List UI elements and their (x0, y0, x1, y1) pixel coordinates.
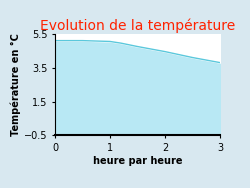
X-axis label: heure par heure: heure par heure (93, 156, 182, 166)
Title: Evolution de la température: Evolution de la température (40, 18, 235, 33)
Y-axis label: Température en °C: Température en °C (10, 33, 21, 136)
